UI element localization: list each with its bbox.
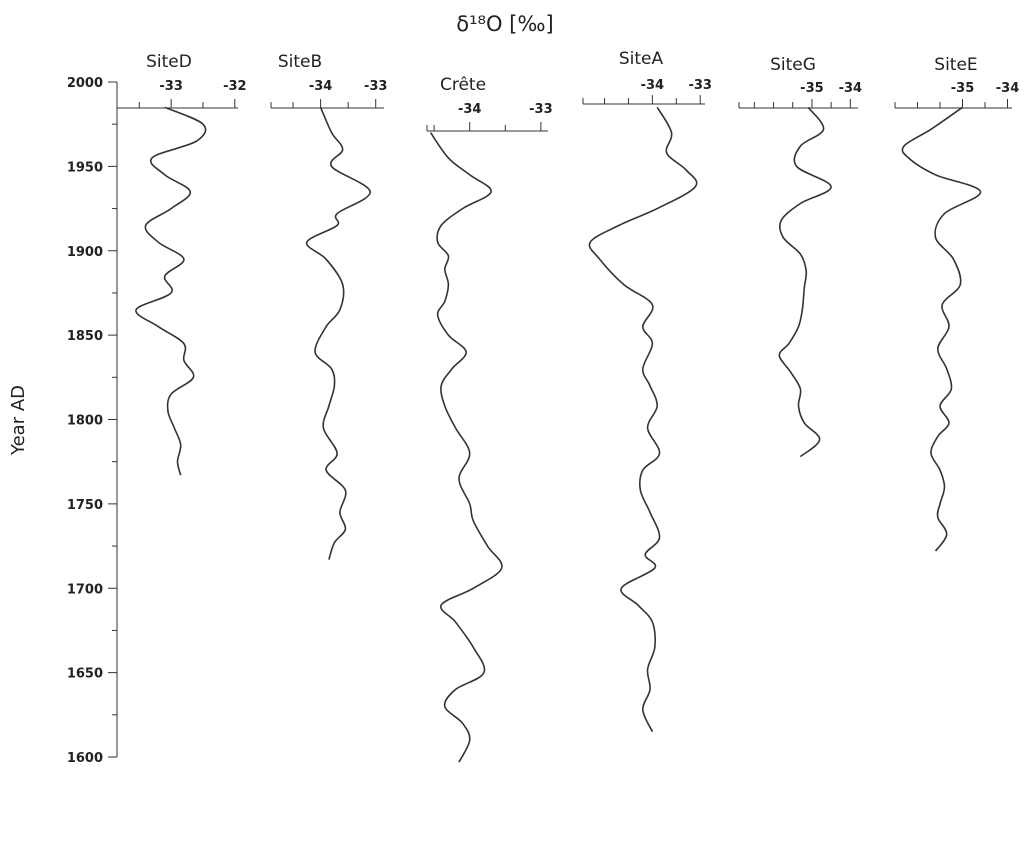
panel-title: SiteA: [619, 49, 664, 69]
y-tick-label: 1950: [67, 160, 103, 175]
x-tick-label: -35: [800, 81, 824, 96]
y-tick-label: 1650: [67, 667, 103, 682]
x-tick-label: -33: [529, 102, 553, 117]
y-tick-label: 1750: [67, 498, 103, 513]
x-tick-label: -34: [458, 102, 482, 117]
panel-title: SiteD: [146, 52, 192, 72]
x-tick-label: -33: [688, 78, 712, 93]
chart-title: δ¹⁸O [‰]: [456, 12, 553, 36]
panel-siteg: SiteG -35 -34: [738, 55, 863, 458]
panels: SiteD -33 -32 SiteB -34 -33 Crête -34 -33 SiteA -3…: [116, 49, 1020, 763]
panel-title: SiteG: [770, 55, 816, 75]
series-line: [778, 106, 832, 458]
x-tick-label: -34: [309, 79, 333, 94]
x-tick-label: -34: [996, 81, 1020, 96]
panel-sited: SiteD -33 -32: [116, 52, 247, 476]
y-tick-label: 1850: [67, 329, 103, 344]
panel-sitee: SiteE -35 -34: [894, 55, 1020, 552]
y-axis-label: Year AD: [8, 385, 29, 456]
x-tick-label: -33: [159, 79, 183, 94]
y-tick-label: 2000: [67, 76, 103, 91]
y-tick-label: 1900: [67, 245, 103, 260]
series-line: [305, 106, 371, 560]
series-line: [135, 106, 207, 476]
panel-title: Crête: [440, 75, 486, 95]
panel-title: SiteE: [934, 55, 977, 75]
panel-cr-te: Crête -34 -33: [426, 75, 553, 763]
panel-sitea: SiteA -34 -33: [582, 49, 712, 733]
panel-title: SiteB: [278, 52, 322, 72]
y-tick-label: 1700: [67, 582, 103, 597]
x-tick-label: -35: [951, 81, 975, 96]
y-tick-label: 1800: [67, 414, 103, 429]
series-line: [429, 132, 503, 763]
panel-siteb: SiteB -34 -33: [270, 52, 388, 560]
x-tick-label: -32: [223, 79, 247, 94]
series-line: [901, 106, 982, 552]
y-axis: 2000 1950 1900 1850 1800 1750 1700 1650 1600: [67, 76, 118, 766]
series-line: [588, 106, 698, 733]
x-tick-label: -33: [364, 79, 388, 94]
x-tick-label: -34: [839, 81, 863, 96]
x-tick-label: -34: [641, 78, 665, 93]
y-tick-label: 1600: [67, 751, 103, 766]
